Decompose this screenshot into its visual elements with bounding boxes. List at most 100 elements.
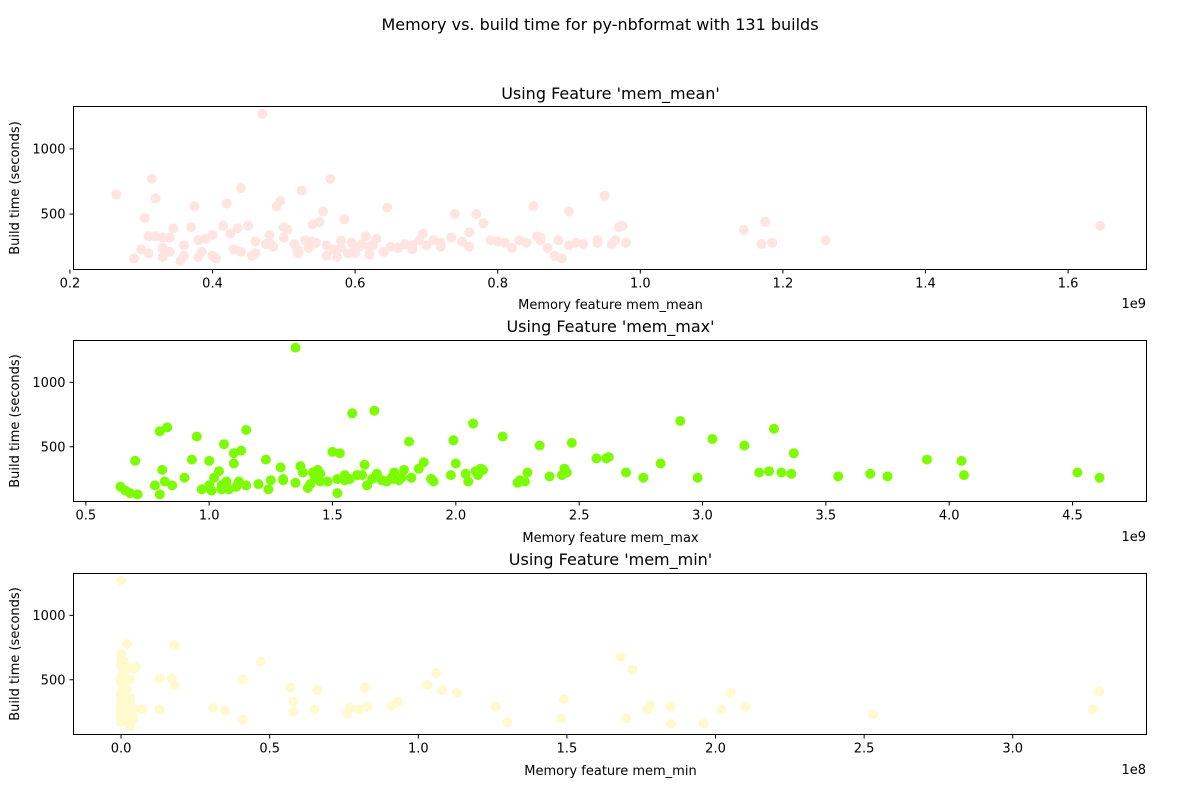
data-point xyxy=(707,434,718,444)
x-tick-label: 0.2 xyxy=(60,277,81,292)
data-point xyxy=(564,206,574,217)
data-point xyxy=(325,173,336,184)
data-point xyxy=(157,232,168,243)
data-point xyxy=(364,249,375,260)
y-tick-label: 500 xyxy=(41,440,66,455)
data-point xyxy=(321,250,332,261)
y-axis-label-mem-mean: Build time (seconds) xyxy=(8,121,23,255)
data-point xyxy=(179,240,189,251)
data-point xyxy=(621,467,631,478)
x-offset-label-mem-min: 1e8 xyxy=(1121,763,1146,778)
data-point xyxy=(116,677,127,688)
data-point xyxy=(591,453,602,464)
data-point xyxy=(1093,686,1104,697)
data-point xyxy=(350,248,361,259)
data-point xyxy=(468,418,479,429)
data-point xyxy=(179,472,190,483)
y-tick-label: 500 xyxy=(41,673,66,688)
data-point xyxy=(332,488,343,499)
data-point xyxy=(457,236,468,247)
data-point xyxy=(404,436,414,447)
figure-title: Memory vs. build time for py-nbformat wi… xyxy=(381,15,818,34)
data-point xyxy=(157,243,168,253)
data-point xyxy=(130,455,141,466)
data-point xyxy=(675,416,686,426)
data-point xyxy=(209,472,220,483)
data-point xyxy=(116,575,127,586)
data-point xyxy=(125,674,135,685)
data-point xyxy=(208,703,219,714)
x-tick-label: 2.5 xyxy=(854,742,875,757)
data-point xyxy=(422,679,433,690)
data-point xyxy=(359,682,370,693)
data-point xyxy=(321,240,332,251)
data-point xyxy=(767,237,778,248)
data-point xyxy=(437,685,448,696)
data-point xyxy=(776,467,787,478)
data-point xyxy=(406,472,417,483)
y-ticks-mem-min: 500 1000 xyxy=(32,609,74,688)
y-ticks-mem-max: 500 1000 xyxy=(32,376,74,455)
data-point xyxy=(478,218,489,229)
subplot-title-mem-min: Using Feature 'mem_min' xyxy=(509,550,712,570)
data-point xyxy=(407,244,418,255)
data-point xyxy=(186,454,197,465)
data-point xyxy=(638,472,649,483)
data-point xyxy=(1094,472,1105,483)
subplot-title-mem-max: Using Feature 'mem_max' xyxy=(506,317,714,337)
data-point xyxy=(463,476,474,487)
x-tick-label: 0.4 xyxy=(202,277,223,292)
data-point xyxy=(357,470,368,481)
data-point xyxy=(556,253,567,264)
data-point xyxy=(290,342,301,353)
x-ticks-mem-max: 0.5 1.0 1.5 2.0 2.5 3.0 3.5 4.0 4.5 xyxy=(75,501,1083,524)
data-point xyxy=(446,232,457,243)
data-point xyxy=(260,454,271,465)
data-point xyxy=(754,467,765,478)
data-point xyxy=(139,213,150,223)
data-point xyxy=(738,224,749,235)
data-point xyxy=(219,439,229,450)
data-point xyxy=(290,477,301,488)
data-point xyxy=(130,661,141,672)
data-point xyxy=(136,704,147,715)
data-point xyxy=(739,440,750,451)
x-tick-label: 1.5 xyxy=(322,509,343,524)
data-point xyxy=(362,701,373,712)
data-point xyxy=(327,446,338,457)
data-point xyxy=(278,232,289,243)
data-point xyxy=(561,467,572,478)
data-point xyxy=(143,248,154,259)
x-tick-label: 0.0 xyxy=(111,742,132,757)
data-point xyxy=(116,709,127,720)
data-point xyxy=(522,467,533,478)
y-axis-label-mem-max: Build time (seconds) xyxy=(8,354,23,488)
data-point xyxy=(132,489,143,500)
data-point xyxy=(228,458,239,469)
data-point xyxy=(332,474,343,484)
data-point xyxy=(382,202,393,213)
x-tick-label: 1.0 xyxy=(408,742,429,757)
data-point xyxy=(233,477,244,488)
data-point xyxy=(716,704,727,715)
data-point xyxy=(159,476,170,487)
x-tick-label: 3.0 xyxy=(692,509,713,524)
data-point xyxy=(278,475,289,486)
data-point xyxy=(154,673,165,684)
x-axis-label-mem-max: Memory feature mem_max xyxy=(522,531,699,546)
data-point xyxy=(154,426,165,437)
data-point xyxy=(399,464,409,475)
data-point xyxy=(125,488,136,499)
data-point xyxy=(959,470,969,481)
data-point xyxy=(204,455,215,466)
data-point xyxy=(232,223,243,234)
data-point xyxy=(221,198,232,209)
data-point xyxy=(275,462,286,473)
data-point xyxy=(220,705,231,716)
data-point xyxy=(167,480,178,491)
data-point xyxy=(882,471,893,482)
data-point xyxy=(179,250,189,261)
x-axis-label-mem-min: Memory feature mem_min xyxy=(524,764,696,779)
data-point xyxy=(359,459,370,470)
